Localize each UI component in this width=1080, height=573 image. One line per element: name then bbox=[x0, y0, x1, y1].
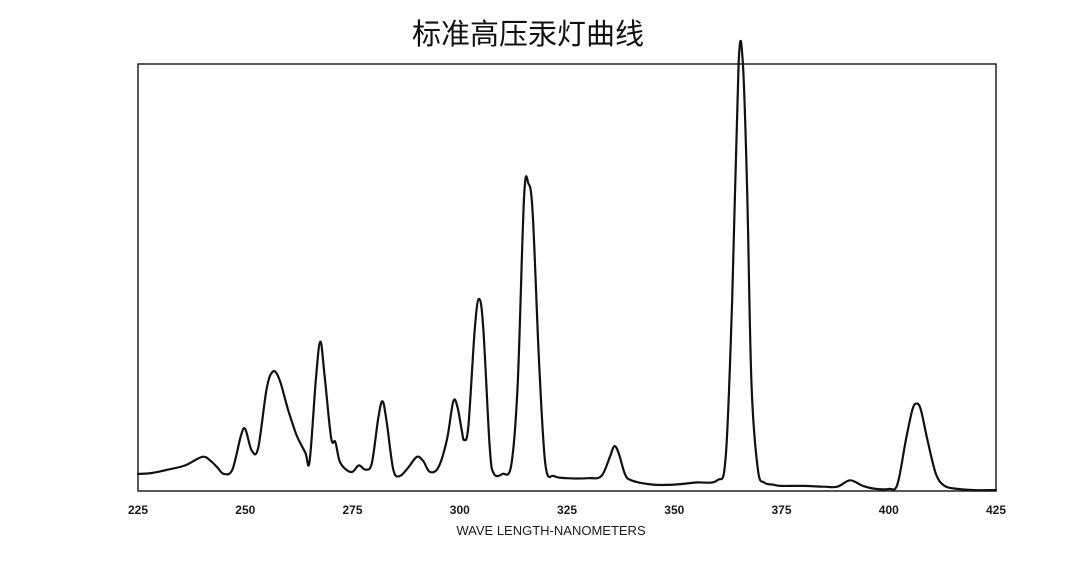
x-tick-label: 300 bbox=[450, 503, 470, 517]
line-layer bbox=[136, 39, 998, 492]
series-line-1 bbox=[136, 39, 998, 492]
x-tick-labels: 225 250 275 300 325 350 375 400 425 bbox=[128, 503, 1006, 517]
x-tick-label: 225 bbox=[128, 503, 148, 517]
chart-title: 标准高压汞灯曲线 bbox=[412, 17, 644, 51]
x-tick-label: 375 bbox=[771, 503, 791, 517]
x-tick-label: 350 bbox=[664, 503, 684, 517]
x-axis-title: WAVE LENGTH-NANOMETERS bbox=[456, 523, 646, 538]
x-tick-label: 250 bbox=[235, 503, 255, 517]
x-tick-label: 325 bbox=[557, 503, 577, 517]
plot-frame bbox=[137, 63, 997, 492]
x-tick-label: 275 bbox=[342, 503, 362, 517]
x-tick-label: 400 bbox=[879, 503, 899, 517]
x-tick-label: 425 bbox=[986, 503, 1006, 517]
